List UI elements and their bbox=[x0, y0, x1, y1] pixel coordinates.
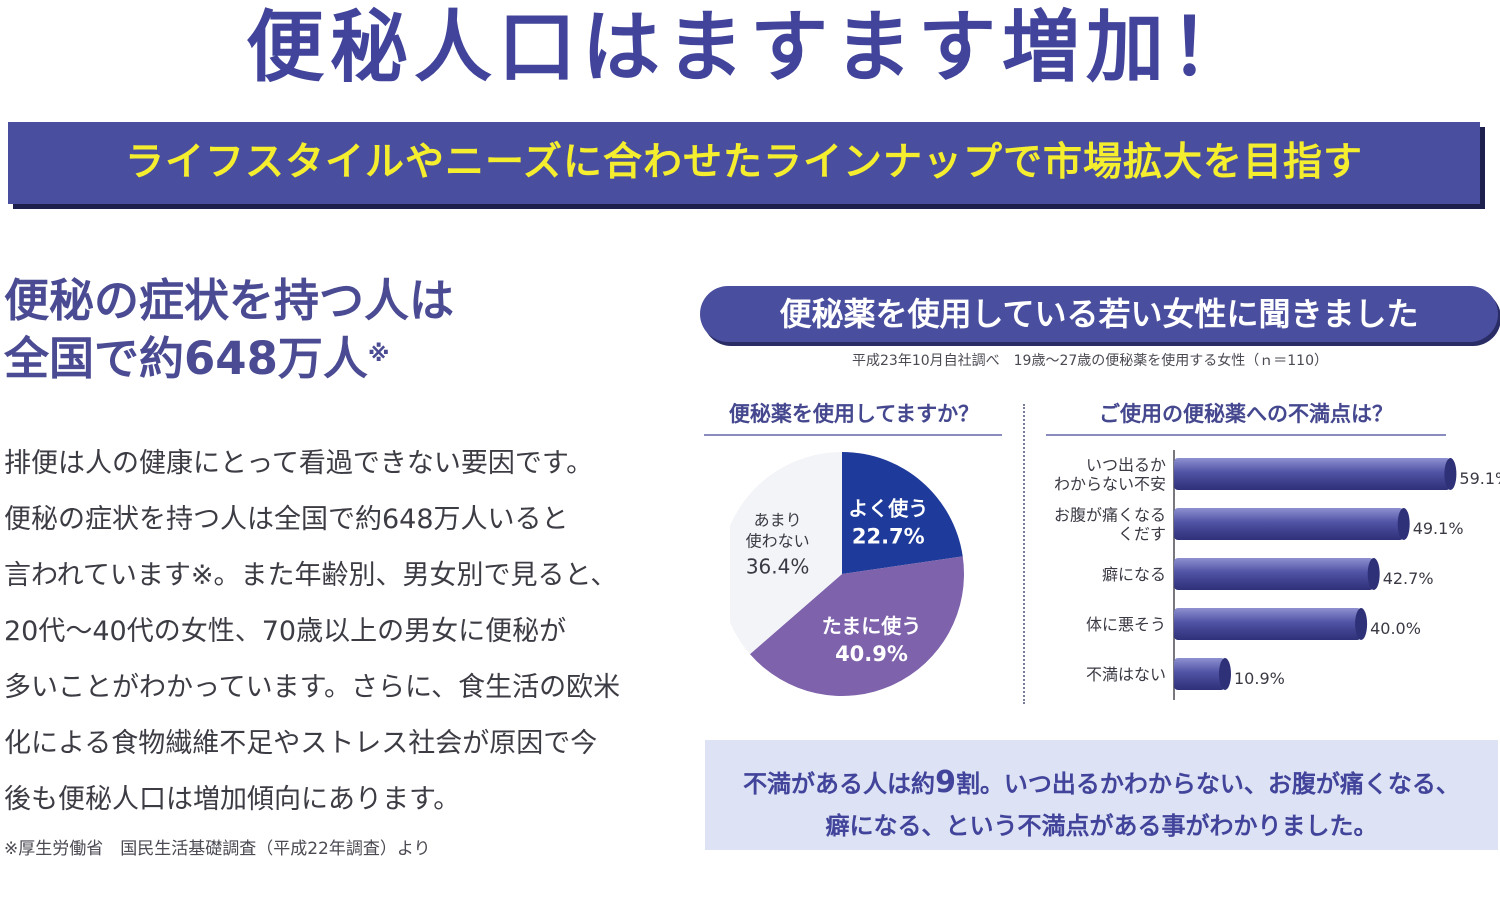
bar-0 bbox=[1174, 458, 1451, 490]
pie-slice-2 bbox=[730, 452, 842, 655]
chart-divider bbox=[1023, 404, 1025, 704]
pie-label-0: よく使う bbox=[848, 496, 928, 520]
pie-slice-1 bbox=[749, 556, 965, 697]
bar-4 bbox=[1174, 658, 1225, 690]
summary-line1-after: 割。いつ出るかわからない、お腹が痛くなる、 bbox=[955, 770, 1460, 798]
summary-line1-before: 不満がある人は約 bbox=[743, 770, 936, 798]
lead-heading-footnote-mark: ※ bbox=[367, 342, 390, 367]
lead-heading-line1: 便秘の症状を持つ人は bbox=[4, 274, 455, 327]
bar-title-rule bbox=[1046, 434, 1446, 436]
main-title: 便秘人口はますます増加！ bbox=[245, 3, 1254, 93]
summary-accent: 9 bbox=[935, 765, 956, 800]
lead-heading: 便秘の症状を持つ人は 全国で約648万人※ bbox=[4, 272, 644, 388]
subtitle-text: ライフスタイルやニーズに合わせたラインナップで市場拡大を目指す bbox=[124, 140, 1364, 185]
bar-category-4: 不満はない bbox=[1086, 665, 1166, 684]
lead-heading-line2: 全国で約648万人※ bbox=[4, 330, 644, 388]
bar-cap-1 bbox=[1397, 508, 1410, 540]
bar-value-1: 49.1% bbox=[1413, 519, 1464, 538]
lead-heading-line2-text: 全国で約648万人 bbox=[4, 332, 368, 385]
bar-chart-title: ご使用の便秘薬への不満点は？ bbox=[1099, 402, 1393, 426]
summary-text: 不満がある人は約9割。いつ出るかわからない、お腹が痛くなる、 癖になる、という不… bbox=[705, 762, 1498, 847]
summary-box: 不満がある人は約9割。いつ出るかわからない、お腹が痛くなる、 癖になる、という不… bbox=[705, 740, 1498, 850]
pie-title-rule bbox=[704, 434, 1002, 436]
bar-value-4: 10.9% bbox=[1234, 669, 1285, 688]
body-paragraph: 排便は人の健康にとって看過できない要因です。 便秘の症状を持つ人は全国で約648… bbox=[4, 448, 621, 815]
bar-cap-0 bbox=[1444, 458, 1457, 490]
bar-3 bbox=[1174, 608, 1362, 640]
bar-category-3: 体に悪そう bbox=[1086, 615, 1166, 634]
bar-value-3: 40.0% bbox=[1370, 619, 1421, 638]
survey-title: 便秘薬を使用している若い女性に聞きました bbox=[779, 295, 1419, 333]
bar-1 bbox=[1174, 508, 1404, 540]
survey-title-pill: 便秘薬を使用している若い女性に聞きました bbox=[700, 286, 1498, 342]
bar-category-0-1: わからない不安 bbox=[1054, 475, 1166, 494]
summary-line2: 癖になる、という不満点がある事がわかりました。 bbox=[825, 812, 1378, 840]
pie-value-2: 36.4% bbox=[746, 555, 810, 579]
pie-slice-0 bbox=[842, 452, 963, 574]
pie-label-2-1: 使わない bbox=[746, 532, 810, 551]
bar-value-2: 42.7% bbox=[1383, 569, 1434, 588]
bar-category-1-1: くだす bbox=[1118, 525, 1166, 544]
bar-cap-3 bbox=[1355, 608, 1368, 640]
bar-cap-2 bbox=[1367, 558, 1380, 590]
pie-label-1: たまに使う bbox=[822, 614, 921, 638]
pie-label-2-0: あまり bbox=[754, 511, 802, 530]
survey-note: 平成23年10月自社調べ 19歳～27歳の便秘薬を使用する女性（ｎ＝110） bbox=[852, 353, 1328, 369]
bar-2 bbox=[1174, 558, 1374, 590]
bar-value-0: 59.1% bbox=[1459, 469, 1500, 488]
bar-category-2: 癖になる bbox=[1102, 565, 1166, 584]
subtitle-banner: ライフスタイルやニーズに合わせたラインナップで市場拡大を目指す bbox=[8, 122, 1480, 204]
pie-value-0: 22.7% bbox=[852, 524, 925, 548]
pie-value-1: 40.9% bbox=[835, 642, 908, 666]
bar-cap-4 bbox=[1219, 658, 1231, 690]
bar-category-0-0: いつ出るか bbox=[1086, 456, 1166, 475]
bar-category-1-0: お腹が痛くなる bbox=[1054, 506, 1166, 525]
pie-chart-title: 便秘薬を使用してますか？ bbox=[728, 402, 980, 426]
footnote: ※厚生労働省 国民生活基礎調査（平成22年調査）より bbox=[4, 839, 431, 859]
